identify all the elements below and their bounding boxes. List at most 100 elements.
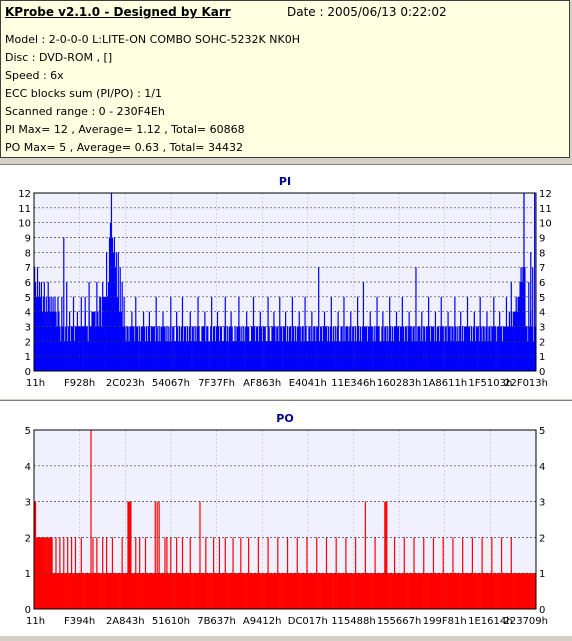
pi-xtick-label: 22F013h <box>504 378 548 389</box>
pi-bar <box>364 326 367 371</box>
po-bar <box>469 573 472 609</box>
po-bar <box>84 573 86 609</box>
po-bar <box>407 573 409 609</box>
pi-spike <box>123 296 125 371</box>
pi-bar <box>303 341 305 371</box>
po-bar <box>473 573 476 609</box>
pi-bar <box>164 326 166 371</box>
pi-bar <box>393 326 396 371</box>
po-bar <box>310 573 312 609</box>
pi-bar <box>202 326 204 371</box>
po-bar <box>397 573 400 609</box>
pi-bar <box>320 326 323 371</box>
pi-bar <box>62 326 64 371</box>
pi-bar <box>332 326 334 371</box>
po-bar <box>103 573 105 609</box>
po-bar <box>284 573 286 609</box>
pi-spike <box>493 296 495 371</box>
po-bar <box>420 573 422 609</box>
po-bar <box>179 573 182 609</box>
pi-bar <box>258 326 261 371</box>
po-bar <box>107 573 110 609</box>
po-bar <box>161 573 163 609</box>
pi-spike <box>505 296 508 371</box>
pi-xtick-label: 160283h <box>377 378 422 389</box>
pi-bar <box>302 326 304 371</box>
po-bar <box>98 573 100 609</box>
pi-bar <box>353 326 355 371</box>
po-spike <box>51 537 53 609</box>
po-bar <box>378 573 380 609</box>
pi-bar <box>409 326 411 371</box>
po-bar <box>443 573 445 609</box>
po-bar <box>104 573 106 609</box>
pi-ytick-left: 0 <box>25 367 31 378</box>
pi-bar <box>160 326 162 371</box>
po-xtick-label: 115488h <box>331 616 376 627</box>
po-bar <box>437 573 440 609</box>
po-bar <box>155 573 157 609</box>
po-bar <box>167 573 169 609</box>
po-bar <box>282 573 284 609</box>
po-bar <box>180 573 183 609</box>
pi-bar <box>503 326 506 371</box>
pi-chart-panel: PI 0 0 1 1 2 2 3 3 4 4 5 5 6 6 7 7 8 8 9 9 10 10 11 11 12 12 11h F92… <box>0 164 572 399</box>
po-bar <box>389 573 391 609</box>
po-bar <box>370 573 372 609</box>
pi-bar <box>456 341 458 371</box>
pi-ytick-left: 12 <box>18 189 31 200</box>
pi-bar <box>396 326 399 371</box>
pi-bar <box>403 341 405 371</box>
po-bar <box>126 573 128 609</box>
pi-bar <box>442 326 444 371</box>
po-bar <box>291 573 294 609</box>
pi-bar <box>525 326 527 371</box>
pi-bar <box>127 326 129 371</box>
pi-spike <box>447 311 449 371</box>
po-xtick-label: 155667h <box>377 616 422 627</box>
po-bar <box>408 573 410 609</box>
pi-bar <box>213 326 215 371</box>
pi-spike <box>238 296 240 371</box>
po-spike <box>267 537 269 609</box>
pi-bar <box>347 326 349 371</box>
pi-bar <box>212 341 214 371</box>
po-bar <box>361 573 364 609</box>
po-spike <box>199 501 201 609</box>
po-bar <box>265 573 267 609</box>
po-bar <box>109 573 112 609</box>
po-bar <box>110 573 113 609</box>
po-bar <box>400 573 403 609</box>
pi-bar <box>468 326 471 371</box>
po-bar <box>324 573 327 609</box>
po-bar <box>259 573 261 609</box>
po-bar <box>159 573 161 609</box>
pi-bar <box>74 326 77 371</box>
pi-spike <box>34 267 36 371</box>
po-bar <box>312 573 314 609</box>
po-bar <box>192 573 194 609</box>
pi-bar <box>208 341 210 371</box>
po-bar <box>210 573 212 609</box>
pi-bar <box>341 326 343 371</box>
pi-bar <box>309 326 311 371</box>
po-spike <box>213 537 215 609</box>
pi-ytick-left: 9 <box>25 234 31 245</box>
po-bar <box>68 573 70 609</box>
po-bar <box>329 573 332 609</box>
pi-bar <box>372 341 374 371</box>
po-bar <box>91 573 93 609</box>
po-bar <box>85 573 87 609</box>
po-bars <box>34 430 537 609</box>
pi-bar <box>348 341 350 371</box>
po-bar <box>460 573 462 609</box>
po-spike <box>39 537 42 609</box>
po-bar <box>254 573 257 609</box>
po-bar <box>145 573 148 609</box>
pi-ytick-left: 3 <box>25 323 31 334</box>
pi-bar <box>428 326 431 371</box>
po-bar <box>249 573 252 609</box>
pi-bar <box>85 326 87 371</box>
po-bar <box>464 573 466 609</box>
